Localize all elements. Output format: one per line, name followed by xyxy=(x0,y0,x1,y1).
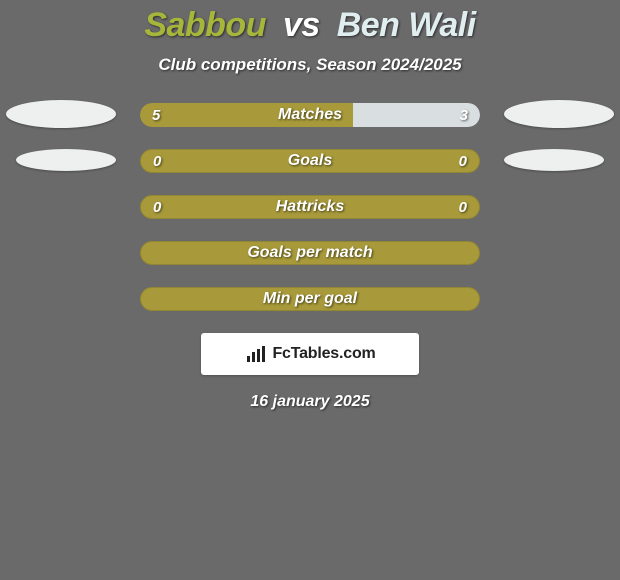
player2-avatar-placeholder xyxy=(504,149,604,171)
stat-row: 53Matches xyxy=(0,103,620,149)
stat-row: 0 0Hattricks xyxy=(0,195,620,241)
stat-right-value: 0 xyxy=(459,199,467,216)
stat-label: Min per goal xyxy=(141,290,479,308)
stat-bar: 53Matches xyxy=(140,103,480,127)
player1-avatar-placeholder xyxy=(16,149,116,171)
stat-row: Goals per match xyxy=(0,241,620,287)
logo-text: FcTables.com xyxy=(272,345,375,363)
stat-label: Goals per match xyxy=(141,244,479,262)
source-logo[interactable]: FcTables.com xyxy=(201,333,419,375)
stat-left-value: 0 xyxy=(153,199,161,216)
barchart-icon xyxy=(244,346,266,362)
stat-left-value: 5 xyxy=(152,107,160,124)
stats-rows: 53Matches00Goals00HattricksGoals per mat… xyxy=(0,103,620,333)
stat-label: Hattricks xyxy=(141,198,479,216)
stat-bar: Goals per match xyxy=(140,241,480,265)
stat-bar-left-fill xyxy=(140,103,353,127)
stat-row: Min per goal xyxy=(0,287,620,333)
player1-avatar-placeholder xyxy=(6,100,116,128)
date: 16 january 2025 xyxy=(0,393,620,411)
player2-name: Ben Wali xyxy=(337,6,476,44)
stat-bar: 0 0Goals xyxy=(140,149,480,173)
vs-label: vs xyxy=(283,6,320,44)
player2-avatar-placeholder xyxy=(504,100,614,128)
subtitle: Club competitions, Season 2024/2025 xyxy=(0,55,620,75)
title: Sabbou vs Ben Wali xyxy=(0,6,620,45)
stat-right-value: 0 xyxy=(459,153,467,170)
stat-left-value: 0 xyxy=(153,153,161,170)
stat-right-value: 3 xyxy=(460,107,468,124)
stat-row: 0 0Goals xyxy=(0,149,620,195)
stat-bar: 0 0Hattricks xyxy=(140,195,480,219)
comparison-card: Sabbou vs Ben Wali Club competitions, Se… xyxy=(0,0,620,411)
stat-bar: Min per goal xyxy=(140,287,480,311)
player1-name: Sabbou xyxy=(144,6,266,44)
stat-label: Goals xyxy=(141,152,479,170)
